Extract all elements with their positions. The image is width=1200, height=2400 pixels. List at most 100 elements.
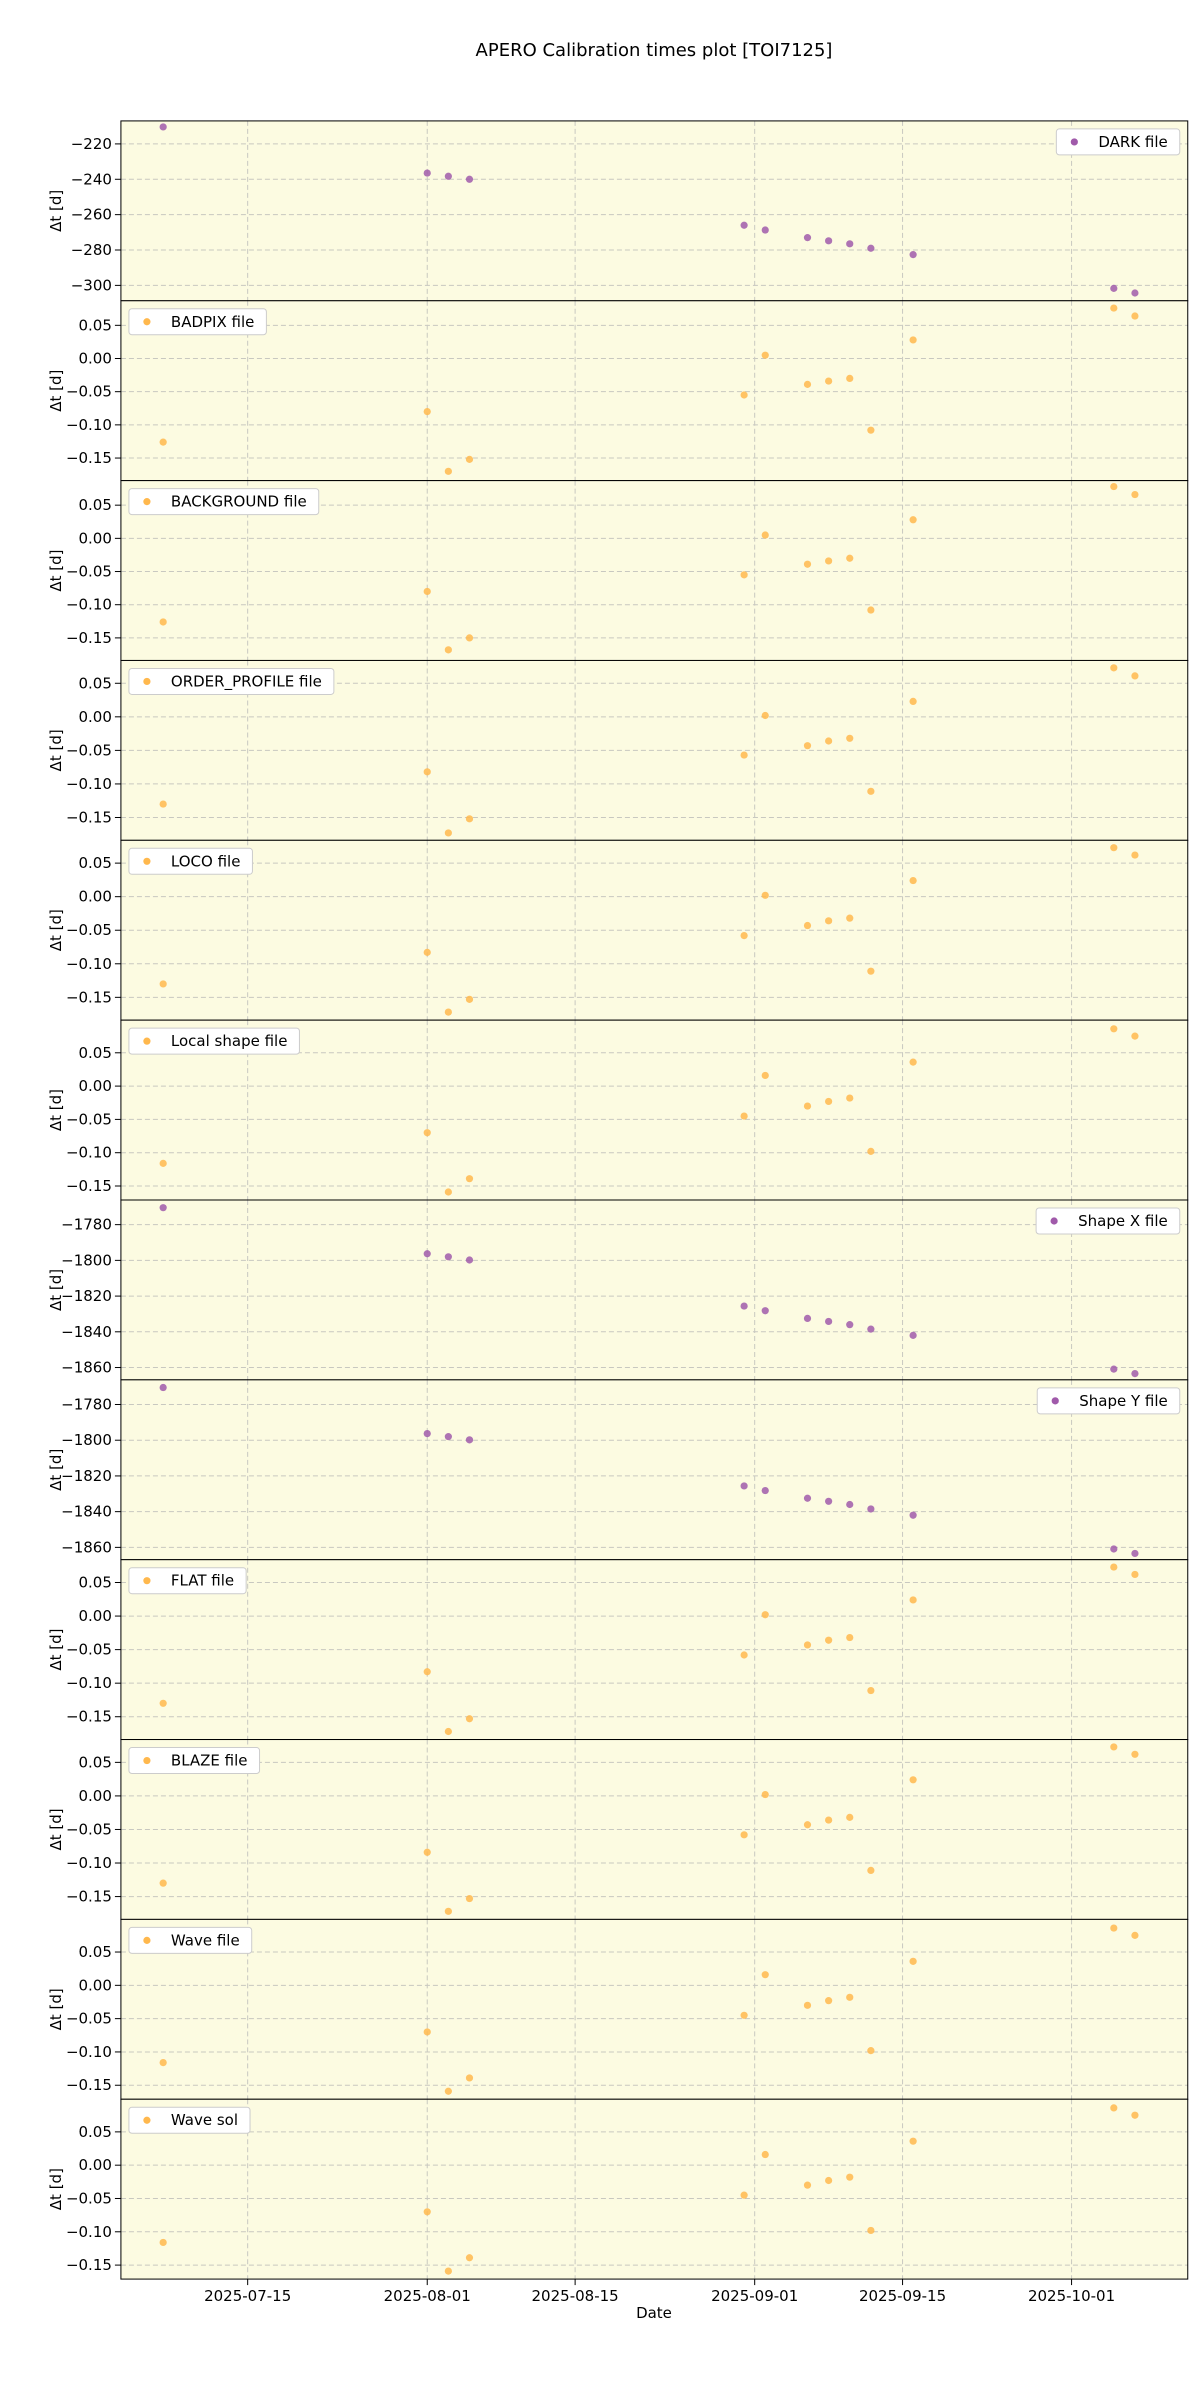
data-point: [867, 606, 875, 614]
y-tick-label: −0.15: [66, 2256, 112, 2274]
data-point: [825, 737, 833, 745]
data-point: [444, 1253, 452, 1261]
data-point: [846, 374, 854, 383]
data-point: [846, 1633, 854, 1642]
data-point: [825, 1097, 833, 1106]
plot-background: [120, 1379, 1188, 1560]
data-point: [159, 980, 167, 988]
data-point: [803, 380, 812, 388]
data-point: [803, 742, 812, 750]
legend-marker: [143, 1756, 151, 1765]
data-point: [846, 554, 854, 562]
y-tick-label: −0.15: [66, 629, 112, 647]
y-axis-label: Δt [d]: [47, 729, 65, 771]
y-tick-label: −0.10: [66, 1674, 112, 1692]
plot-background: [120, 1919, 1188, 2100]
data-point: [159, 800, 167, 808]
data-point: [465, 815, 474, 823]
data-point: [465, 634, 474, 642]
y-tick-label: 0.00: [79, 350, 112, 368]
legend-label: ORDER_PROFILE file: [171, 672, 322, 691]
y-tick-label: −0.15: [66, 1177, 112, 1195]
y-tick-label: −1820: [61, 1467, 112, 1485]
data-point: [423, 407, 431, 416]
legend-box: [128, 308, 267, 336]
y-tick-label: −0.15: [66, 988, 112, 1006]
data-point: [846, 2173, 854, 2181]
x-tick-label: 2025-10-01: [1028, 2287, 1115, 2305]
data-point: [465, 1256, 474, 1264]
y-tick-label: −0.15: [66, 808, 112, 826]
y-tick-label: −0.15: [66, 2076, 112, 2094]
data-point: [1110, 2104, 1118, 2112]
data-point: [159, 1159, 167, 1167]
data-point: [423, 169, 431, 177]
legend-marker: [143, 318, 151, 326]
data-point: [444, 467, 452, 475]
data-point: [159, 123, 167, 131]
data-point: [846, 1813, 854, 1821]
legend-marker: [143, 1936, 151, 1944]
data-point: [740, 391, 748, 399]
data-point: [740, 1302, 748, 1310]
legend-label: Wave sol: [171, 2111, 238, 2129]
y-tick-label: −0.05: [66, 741, 112, 759]
y-tick-label: 0.00: [79, 1607, 112, 1625]
data-point: [846, 1993, 854, 2001]
figure-title: APERO Calibration times plot [TOI7125]: [476, 40, 833, 61]
data-point: [1110, 1365, 1118, 1373]
legend-marker: [1050, 1217, 1058, 1225]
data-point: [159, 2238, 167, 2247]
data-point: [159, 438, 167, 446]
data-point: [444, 1008, 452, 1016]
data-point: [846, 734, 854, 742]
data-point: [803, 921, 812, 930]
y-tick-label: 0.05: [79, 1574, 112, 1592]
y-tick-label: −1820: [61, 1287, 112, 1305]
data-point: [465, 175, 474, 183]
data-point: [1131, 672, 1139, 680]
data-point: [909, 336, 917, 344]
y-tick-label: 0.05: [79, 2123, 112, 2141]
data-point: [465, 2074, 474, 2082]
data-point: [444, 2267, 452, 2275]
y-axis-label: Δt [d]: [47, 1089, 65, 1131]
data-point: [740, 931, 748, 940]
y-axis-label: Δt [d]: [47, 1988, 65, 2030]
data-point: [1131, 851, 1139, 859]
y-tick-label: 0.05: [79, 1753, 112, 1771]
legend-box: [128, 1747, 261, 1775]
y-tick-label: 0.00: [79, 2156, 112, 2174]
y-tick-label: 0.00: [79, 1077, 112, 1095]
data-point: [159, 1699, 167, 1707]
legend-box: [128, 847, 253, 875]
legend: LOCO file: [128, 847, 253, 875]
data-point: [761, 1486, 769, 1495]
data-point: [159, 1204, 167, 1212]
plot-background: [120, 2099, 1188, 2280]
data-point: [909, 2137, 917, 2145]
data-point: [1110, 844, 1118, 852]
y-tick-label: −240: [71, 170, 112, 188]
y-tick-label: 0.00: [79, 1787, 112, 1805]
y-tick-label: −220: [71, 135, 112, 153]
y-tick-label: −0.05: [66, 1820, 112, 1838]
data-point: [909, 251, 917, 259]
y-tick-label: −1840: [61, 1323, 112, 1341]
data-point: [825, 1636, 833, 1644]
legend-label: Wave file: [171, 1931, 240, 1949]
data-point: [1131, 1032, 1139, 1040]
y-tick-label: −1780: [61, 1395, 112, 1413]
data-point: [909, 516, 917, 524]
y-tick-label: 0.05: [79, 854, 112, 872]
data-point: [867, 1866, 875, 1874]
y-tick-label: −1780: [61, 1216, 112, 1234]
data-point: [825, 1816, 833, 1824]
data-point: [825, 1497, 833, 1505]
data-point: [825, 2176, 833, 2185]
data-point: [867, 1147, 875, 1155]
data-point: [423, 948, 431, 956]
data-point: [423, 2208, 431, 2216]
data-point: [1131, 1750, 1139, 1758]
data-point: [803, 1494, 812, 1502]
